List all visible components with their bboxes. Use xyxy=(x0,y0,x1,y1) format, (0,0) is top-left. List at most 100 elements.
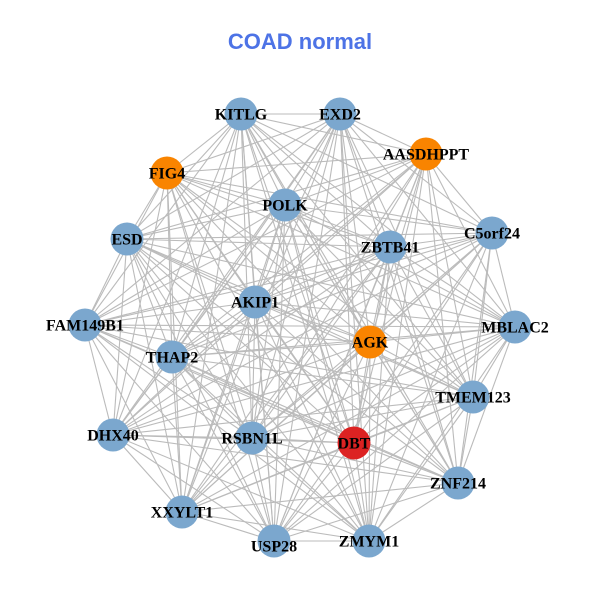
edge xyxy=(171,232,493,358)
edge xyxy=(425,153,516,328)
edge xyxy=(171,246,391,358)
edge xyxy=(251,437,370,542)
edge xyxy=(84,301,256,326)
edge xyxy=(251,437,275,542)
node-label-fig4: FIG4 xyxy=(149,166,185,183)
node-rsbn1l xyxy=(235,421,269,455)
edge xyxy=(251,113,341,439)
edge xyxy=(171,356,370,542)
node-c5orf24 xyxy=(475,216,509,250)
edge xyxy=(251,341,371,439)
node-label-dhx40: DHX40 xyxy=(87,428,139,445)
edge xyxy=(84,324,370,542)
edge xyxy=(240,113,391,248)
edge xyxy=(251,301,256,439)
node-label-usp28: USP28 xyxy=(251,539,297,556)
edge xyxy=(181,246,391,513)
edge xyxy=(353,442,459,484)
node-dbt xyxy=(337,426,371,460)
edge xyxy=(166,172,370,542)
edge xyxy=(171,356,474,398)
node-znf214 xyxy=(441,466,475,500)
edge xyxy=(84,232,493,326)
edge xyxy=(284,153,427,206)
edge xyxy=(112,341,371,436)
node-agk xyxy=(353,325,387,359)
edge xyxy=(240,113,516,328)
edge xyxy=(112,232,493,436)
node-label-zmym1: ZMYM1 xyxy=(339,534,399,551)
edge xyxy=(353,442,370,542)
node-label-thap2: THAP2 xyxy=(146,350,198,367)
node-esd xyxy=(110,222,144,256)
edge xyxy=(166,172,516,328)
edge xyxy=(181,341,371,513)
edge xyxy=(240,113,370,542)
edge xyxy=(181,204,286,513)
node-aasdhppt xyxy=(409,137,443,171)
edge xyxy=(339,113,493,234)
edge xyxy=(273,204,286,542)
node-exd2 xyxy=(323,97,357,131)
node-zbtb41 xyxy=(373,230,407,264)
edge xyxy=(254,246,391,303)
edge xyxy=(181,437,253,513)
edge xyxy=(389,246,516,328)
edge xyxy=(112,434,355,444)
edge xyxy=(273,113,341,542)
edge xyxy=(251,396,474,439)
edge xyxy=(284,204,493,234)
edge xyxy=(181,482,459,513)
edge xyxy=(84,324,371,343)
edge xyxy=(126,238,391,248)
edge xyxy=(369,341,474,398)
edge xyxy=(339,113,371,343)
edge xyxy=(254,301,371,343)
edge xyxy=(339,113,474,398)
node-akip1 xyxy=(238,285,272,319)
edge xyxy=(171,326,516,358)
node-thap2 xyxy=(155,340,189,374)
edge xyxy=(171,153,427,358)
edge xyxy=(251,437,355,444)
edge xyxy=(166,153,427,174)
node-xxylt1 xyxy=(165,495,199,529)
edge xyxy=(166,172,286,206)
edge xyxy=(171,356,275,542)
edge xyxy=(251,437,459,484)
edge xyxy=(181,442,355,513)
node-label-znf214: ZNF214 xyxy=(430,476,486,493)
node-label-mblac2: MBLAC2 xyxy=(481,320,549,337)
edge xyxy=(171,356,183,513)
node-tmem123 xyxy=(456,380,490,414)
edge xyxy=(254,153,427,303)
edge xyxy=(284,204,370,542)
node-label-polk: POLK xyxy=(262,198,308,215)
node-label-zbtb41: ZBTB41 xyxy=(361,240,420,257)
edge xyxy=(339,113,391,248)
edge xyxy=(273,442,355,542)
node-label-xxylt1: XXYLT1 xyxy=(151,505,214,522)
node-label-aasdhppt: AASDHPPT xyxy=(383,147,470,164)
edge xyxy=(84,324,516,328)
node-dhx40 xyxy=(96,418,130,452)
edge xyxy=(84,113,242,326)
edge xyxy=(273,326,516,542)
edge xyxy=(112,396,474,436)
edge xyxy=(126,238,459,484)
edge xyxy=(457,232,493,484)
edge xyxy=(254,301,516,328)
edge xyxy=(126,232,493,240)
edge xyxy=(126,238,183,513)
edge xyxy=(84,324,114,436)
chart-title: COAD normal xyxy=(227,29,373,54)
edge xyxy=(273,396,474,542)
node-label-c5orf24: C5orf24 xyxy=(464,226,520,243)
edge xyxy=(166,172,493,234)
node-label-tmem123: TMEM123 xyxy=(435,390,511,407)
edge xyxy=(84,324,183,513)
edge xyxy=(284,204,391,248)
edge xyxy=(425,153,493,234)
edge xyxy=(84,324,474,398)
